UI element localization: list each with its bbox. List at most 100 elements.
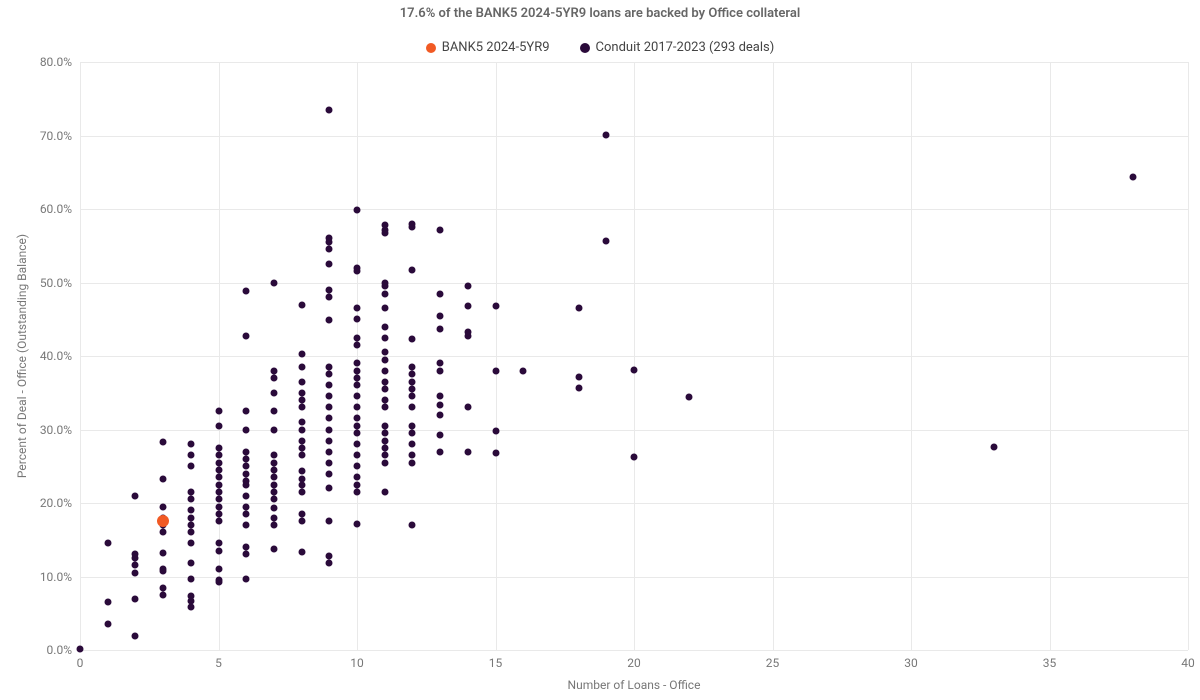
conduit-point	[132, 633, 139, 640]
conduit-point	[298, 389, 305, 396]
legend-label-conduit: Conduit 2017-2023 (293 deals)	[596, 40, 775, 55]
conduit-point	[187, 560, 194, 567]
conduit-point	[381, 404, 388, 411]
conduit-point	[77, 645, 84, 652]
legend-swatch-highlight	[426, 43, 436, 53]
x-tick-label: 0	[77, 656, 84, 670]
conduit-point	[381, 349, 388, 356]
conduit-point	[354, 452, 361, 459]
conduit-point	[492, 303, 499, 310]
conduit-point	[187, 604, 194, 611]
conduit-point	[326, 518, 333, 525]
conduit-point	[104, 599, 111, 606]
conduit-point	[187, 441, 194, 448]
conduit-point	[409, 371, 416, 378]
gridline-v	[1188, 62, 1189, 650]
conduit-point	[215, 408, 222, 415]
conduit-point	[215, 547, 222, 554]
conduit-point	[326, 415, 333, 422]
gridline-h	[80, 62, 1188, 63]
conduit-point	[381, 386, 388, 393]
conduit-point	[381, 430, 388, 437]
conduit-point	[381, 459, 388, 466]
conduit-point	[354, 422, 361, 429]
conduit-point	[464, 303, 471, 310]
conduit-point	[326, 459, 333, 466]
conduit-point	[354, 481, 361, 488]
conduit-point	[437, 367, 444, 374]
highlight-point	[157, 515, 169, 527]
legend-item-highlight: BANK5 2024-5YR9	[426, 40, 550, 55]
conduit-point	[270, 514, 277, 521]
conduit-point	[381, 279, 388, 286]
conduit-point	[326, 106, 333, 113]
x-tick-label: 30	[904, 656, 918, 670]
conduit-point	[270, 481, 277, 488]
y-tick-label: 20.0%	[40, 496, 72, 510]
conduit-point	[187, 593, 194, 600]
legend-swatch-conduit	[580, 43, 590, 53]
plot-area: Percent of Deal - Office (Outstanding Ba…	[80, 62, 1188, 650]
conduit-point	[298, 404, 305, 411]
conduit-point	[243, 470, 250, 477]
conduit-point	[575, 384, 582, 391]
conduit-point	[437, 402, 444, 409]
conduit-point	[492, 367, 499, 374]
conduit-point	[381, 378, 388, 385]
conduit-point	[243, 463, 250, 470]
conduit-point	[215, 503, 222, 510]
conduit-point	[409, 378, 416, 385]
conduit-point	[270, 466, 277, 473]
conduit-point	[243, 492, 250, 499]
conduit-point	[243, 511, 250, 518]
conduit-point	[575, 305, 582, 312]
gridline-h	[80, 356, 1188, 357]
conduit-point	[215, 540, 222, 547]
conduit-point	[354, 367, 361, 374]
conduit-point	[354, 341, 361, 348]
conduit-point	[160, 475, 167, 482]
conduit-point	[243, 455, 250, 462]
y-tick-label: 60.0%	[40, 202, 72, 216]
y-tick-label: 0.0%	[47, 643, 72, 657]
conduit-point	[437, 448, 444, 455]
conduit-point	[298, 301, 305, 308]
conduit-point	[298, 468, 305, 475]
conduit-point	[326, 364, 333, 371]
conduit-point	[243, 426, 250, 433]
conduit-point	[215, 518, 222, 525]
conduit-point	[243, 551, 250, 558]
conduit-point	[326, 286, 333, 293]
conduit-point	[298, 475, 305, 482]
conduit-point	[132, 551, 139, 558]
conduit-point	[1129, 173, 1136, 180]
conduit-point	[215, 488, 222, 495]
y-tick-label: 40.0%	[40, 349, 72, 363]
conduit-point	[243, 477, 250, 484]
scatter-chart: 17.6% of the BANK5 2024-5YR9 loans are b…	[0, 0, 1200, 700]
conduit-point	[298, 419, 305, 426]
conduit-point	[270, 408, 277, 415]
x-tick-label: 5	[215, 656, 222, 670]
conduit-point	[437, 226, 444, 233]
conduit-point	[243, 575, 250, 582]
conduit-point	[187, 496, 194, 503]
conduit-point	[464, 448, 471, 455]
conduit-point	[243, 544, 250, 551]
conduit-point	[409, 220, 416, 227]
conduit-point	[215, 577, 222, 584]
conduit-point	[215, 474, 222, 481]
conduit-point	[243, 408, 250, 415]
conduit-point	[326, 552, 333, 559]
conduit-point	[409, 267, 416, 274]
conduit-point	[354, 382, 361, 389]
conduit-point	[270, 426, 277, 433]
conduit-point	[326, 485, 333, 492]
conduit-point	[381, 367, 388, 374]
conduit-point	[381, 397, 388, 404]
conduit-point	[437, 431, 444, 438]
conduit-point	[437, 411, 444, 418]
conduit-point	[991, 444, 998, 451]
conduit-point	[354, 393, 361, 400]
conduit-point	[104, 620, 111, 627]
